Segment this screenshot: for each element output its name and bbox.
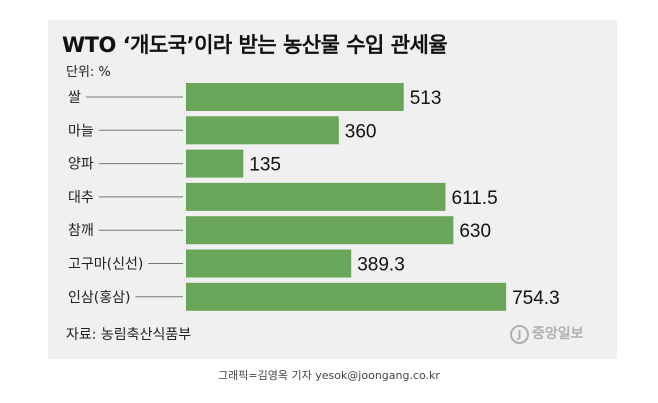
value-label: 513 <box>410 88 442 109</box>
bar <box>186 149 244 178</box>
value-label: 360 <box>345 121 377 142</box>
unit-label: 단위: % <box>66 65 111 80</box>
bar <box>186 116 339 145</box>
bar <box>186 282 507 311</box>
publisher-logo: J 중앙일보 <box>510 323 584 344</box>
logo-mark-icon: J <box>510 324 529 344</box>
category-label: 마늘 <box>68 123 94 139</box>
category-label: 참깨 <box>68 223 94 239</box>
bar <box>186 182 446 211</box>
value-label: 135 <box>249 155 281 176</box>
source-label: 자료: 농림축산식품부 <box>66 327 192 343</box>
value-label: 611.5 <box>452 188 498 209</box>
logo-text: 중앙일보 <box>532 326 584 342</box>
bar <box>186 249 352 278</box>
bar <box>186 83 404 111</box>
category-label: 인삼(홍삼) <box>68 290 130 306</box>
graphic-credit: 그래픽=김영옥 기자 yesok@joongang.co.kr <box>218 369 440 382</box>
chart-title: WTO ‘개도국’이라 받는 농산물 수입 관세율 <box>62 33 448 57</box>
value-label: 630 <box>459 221 491 242</box>
value-label: 389.3 <box>357 255 405 276</box>
category-label: 대추 <box>68 190 94 206</box>
chart-text-layer: WTO ‘개도국’이라 받는 농산물 수입 관세율 단위: % 자료: 농림축산… <box>48 20 617 359</box>
value-label: 754.3 <box>512 288 560 309</box>
bar <box>186 216 454 245</box>
category-label: 양파 <box>68 157 94 173</box>
category-label: 쌀 <box>68 90 81 106</box>
category-label: 고구마(신선) <box>68 257 143 273</box>
